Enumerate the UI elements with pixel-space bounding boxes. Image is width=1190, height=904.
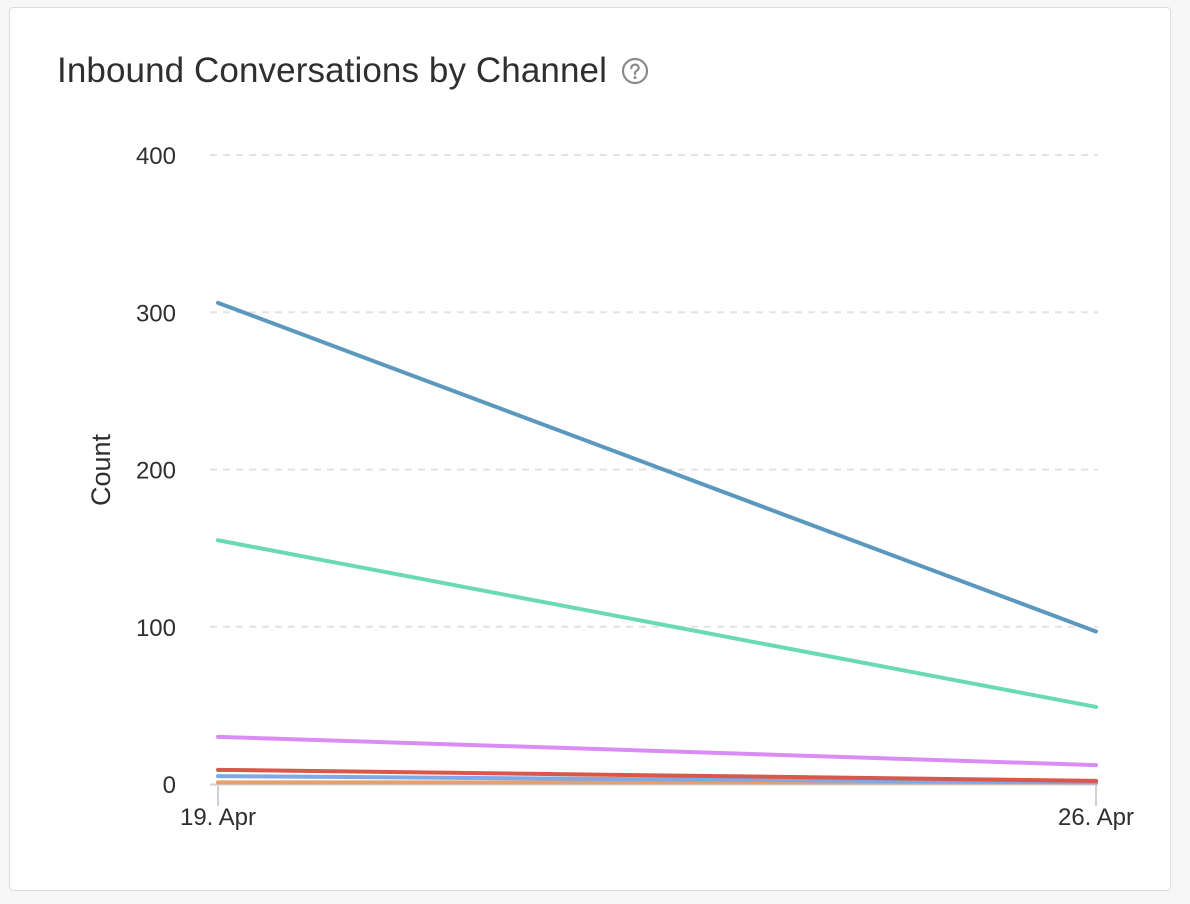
grid-lines [210,154,1098,628]
axes [210,783,1098,806]
series-line[interactable] [216,300,1098,634]
axis-labels: 0 100 200 300 400 19. Apr 26. Apr Count [86,143,1134,831]
y-tick-label: 200 [136,458,176,485]
chart-title: Inbound Conversations by Channel [57,51,607,90]
x-tick-label: 26. Apr [1058,804,1134,831]
y-tick-label: 100 [136,615,176,642]
series-line[interactable] [216,538,1098,709]
series-lines [216,300,1098,785]
y-axis-title: Count [86,433,116,506]
y-tick-label: 300 [136,300,176,327]
x-tick-label: 19. Apr [180,804,256,831]
y-tick-label: 400 [136,143,176,170]
series-line[interactable] [216,774,1098,785]
y-tick-label: 0 [163,772,176,799]
chart-header: Inbound Conversations by Channel [57,48,649,94]
series-line[interactable] [216,767,1098,783]
help-circle-icon[interactable] [621,57,649,85]
series-line[interactable] [216,734,1098,768]
